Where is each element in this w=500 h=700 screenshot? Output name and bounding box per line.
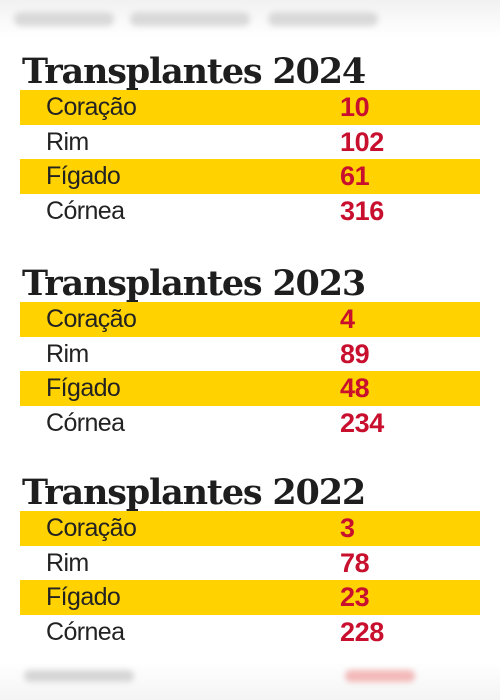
table-row: Córnea 234 [20,406,480,441]
blurred-text-fragment [14,12,114,26]
row-label: Rim [46,548,89,577]
row-label: Coração [46,514,137,542]
table-row: Rim 89 [20,337,480,372]
table-row: Fígado 48 [20,371,480,406]
row-value: 228 [340,616,384,647]
blurred-text-fragment [24,670,134,682]
section-title: Transplantes 2022 [22,472,366,513]
top-cropped-header [0,0,500,38]
section-title: Transplantes 2023 [22,263,366,304]
table-row: Córnea 316 [20,194,480,229]
table-row: Rim 102 [20,125,480,160]
table-row: Fígado 23 [20,580,480,615]
row-label: Rim [46,127,89,156]
row-label: Fígado [46,374,121,402]
table-row: Córnea 228 [20,615,480,650]
row-value: 78 [340,547,370,578]
row-value: 234 [340,407,384,438]
row-label: Coração [46,305,137,333]
blurred-text-fragment [268,12,378,26]
row-value: 89 [340,338,370,369]
blurred-text-fragment [130,12,250,26]
row-label: Fígado [46,162,121,190]
section-title: Transplantes 2024 [22,51,366,92]
row-label: Córnea [46,196,125,225]
row-value: 316 [340,195,384,226]
transplant-table: Coração 10 Rim 102 Fígado 61 Córnea 316 [20,90,480,228]
table-row: Coração 10 [20,90,480,125]
table-row: Coração 4 [20,302,480,337]
blurred-text-fragment [345,670,415,682]
row-label: Córnea [46,617,125,646]
row-value: 3 [340,513,355,543]
transplant-table: Coração 3 Rim 78 Fígado 23 Córnea 228 [20,511,480,649]
row-value: 4 [340,304,355,334]
row-label: Fígado [46,583,121,611]
row-value: 102 [340,126,384,157]
table-row: Rim 78 [20,546,480,581]
bottom-cropped-footer [0,662,500,700]
row-value: 23 [340,582,370,612]
row-value: 61 [340,161,370,191]
table-row: Coração 3 [20,511,480,546]
row-value: 48 [340,373,370,403]
row-label: Córnea [46,408,125,437]
row-label: Coração [46,93,137,121]
row-label: Rim [46,339,89,368]
transplant-table: Coração 4 Rim 89 Fígado 48 Córnea 234 [20,302,480,440]
row-value: 10 [340,92,370,122]
table-row: Fígado 61 [20,159,480,194]
